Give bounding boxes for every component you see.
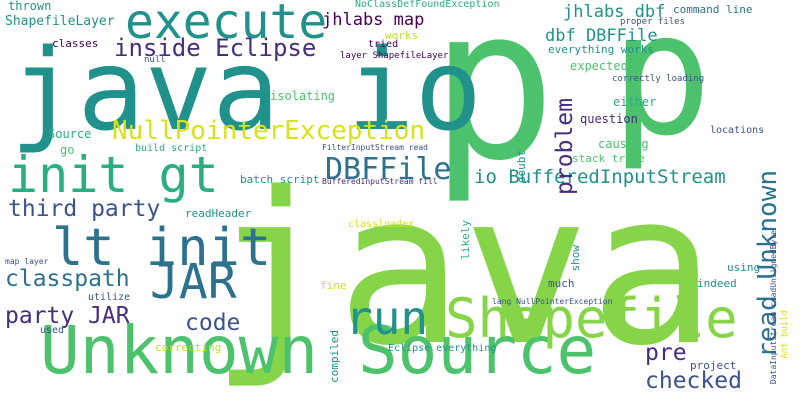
word-compiled-59: compiled <box>328 330 341 383</box>
word-lang-nullpointerexception-67: lang NullPointerException <box>492 297 613 306</box>
word-init-gt-7: init gt <box>8 146 219 204</box>
word-bufferedinputstream-fill-66: BufferedInputStream fill <box>322 177 438 186</box>
word-everything-works-34: everything works <box>548 43 654 56</box>
word-source-28: Source <box>48 127 92 141</box>
word-go-29: go <box>60 143 75 157</box>
word-party-jar-18: party JAR <box>5 303 130 329</box>
word-doubt-51: doubt <box>515 150 528 184</box>
word-thrown-27: thrown <box>8 0 52 13</box>
word-either-37: either <box>613 95 657 109</box>
word-jhlabs-dbf-24: jhlabs dbf <box>563 2 666 22</box>
word-io-bufferedinputstream-15: io BufferedInputStream <box>474 166 726 188</box>
word-isolating-41: isolating <box>270 89 336 103</box>
word-noclassdeffoundexception-31: NoClassDefFoundException <box>355 0 500 10</box>
word-p-0: p <box>430 0 557 207</box>
word-readheader-48: readHeader <box>185 207 252 220</box>
word-project-61: project <box>690 359 737 372</box>
word-execute-6: execute <box>125 0 328 50</box>
word-used-56: used <box>40 325 65 336</box>
word-dbf-dbffile-25: dbf DBFFile <box>545 26 658 46</box>
word-stack-trace-40: stack trace <box>572 152 645 165</box>
word-likely-50: likely <box>459 220 472 260</box>
word-jhlabs-map-23: jhlabs map <box>322 10 425 30</box>
word-proper-files-33: proper files <box>620 17 686 27</box>
word-jar-9: JAR <box>150 254 237 310</box>
word-using-63: using <box>727 261 761 274</box>
word-lt-init-8: lt init <box>52 218 272 278</box>
word-shapefile-5: Shapefile <box>445 287 738 350</box>
word-dbffile-13: DBFFile <box>325 152 452 187</box>
word-pre-20: pre <box>645 340 687 366</box>
word-build-script-46: build script <box>135 143 208 154</box>
word-correctly-loading-35: correctly loading <box>612 74 705 84</box>
word-checked-21: checked <box>645 368 742 394</box>
word-java-2: java <box>210 147 716 392</box>
word-much-53: much <box>548 277 575 290</box>
word-code-19: code <box>185 310 241 336</box>
word-classpath-17: classpath <box>5 266 130 292</box>
word-question-38: question <box>580 112 638 126</box>
word-causing-39: causing <box>598 137 649 151</box>
word-classes-30: classes <box>52 37 99 50</box>
word-third-party-16: third party <box>8 196 161 222</box>
word-works-42: works <box>385 29 419 42</box>
word-nullpointerexception-12: NullPointerException <box>112 116 426 146</box>
word-locations-64: locations <box>710 125 765 136</box>
word-batch-script-47: batch script <box>240 173 320 186</box>
word-utilize-55: utilize <box>88 292 131 303</box>
word-fine-54: fine <box>320 279 347 292</box>
word-datainputstream-readunsignedbyte-68: DataInputStream readUnsignedByte <box>769 230 778 385</box>
word-inside-eclipse-14: inside Eclipse <box>114 34 317 62</box>
word-problem-22: problem <box>552 98 578 195</box>
word-command-line-32: command line <box>673 3 753 16</box>
word-expected-36: expected <box>570 59 628 73</box>
word-map-layer-57: map layer <box>5 257 49 266</box>
word-unknown-source-4: Unknown Source <box>40 312 597 389</box>
word-correcting-58: correcting <box>155 341 222 354</box>
word-p-1: p <box>610 0 713 174</box>
word-run-10: run <box>345 291 429 345</box>
word-eclipse-everything-60: Eclipse everything <box>388 343 497 354</box>
word-shapefilelayer-26: ShapefileLayer <box>5 14 115 29</box>
word-ant-build-69: Ant build <box>780 310 790 359</box>
word-null-43: null <box>144 55 166 65</box>
word-show-52: show <box>569 245 582 272</box>
word-indeed-62: indeed <box>697 277 737 290</box>
word-layer-shapefilelayer-45: layer ShapefileLayer <box>340 51 449 61</box>
word-filterinputstream-read-65: FilterInputStream read <box>322 143 428 152</box>
word-tried-44: tried <box>368 39 399 50</box>
word-classloader-49: classloader <box>348 219 415 230</box>
word-java-io-3: java io <box>10 26 483 156</box>
